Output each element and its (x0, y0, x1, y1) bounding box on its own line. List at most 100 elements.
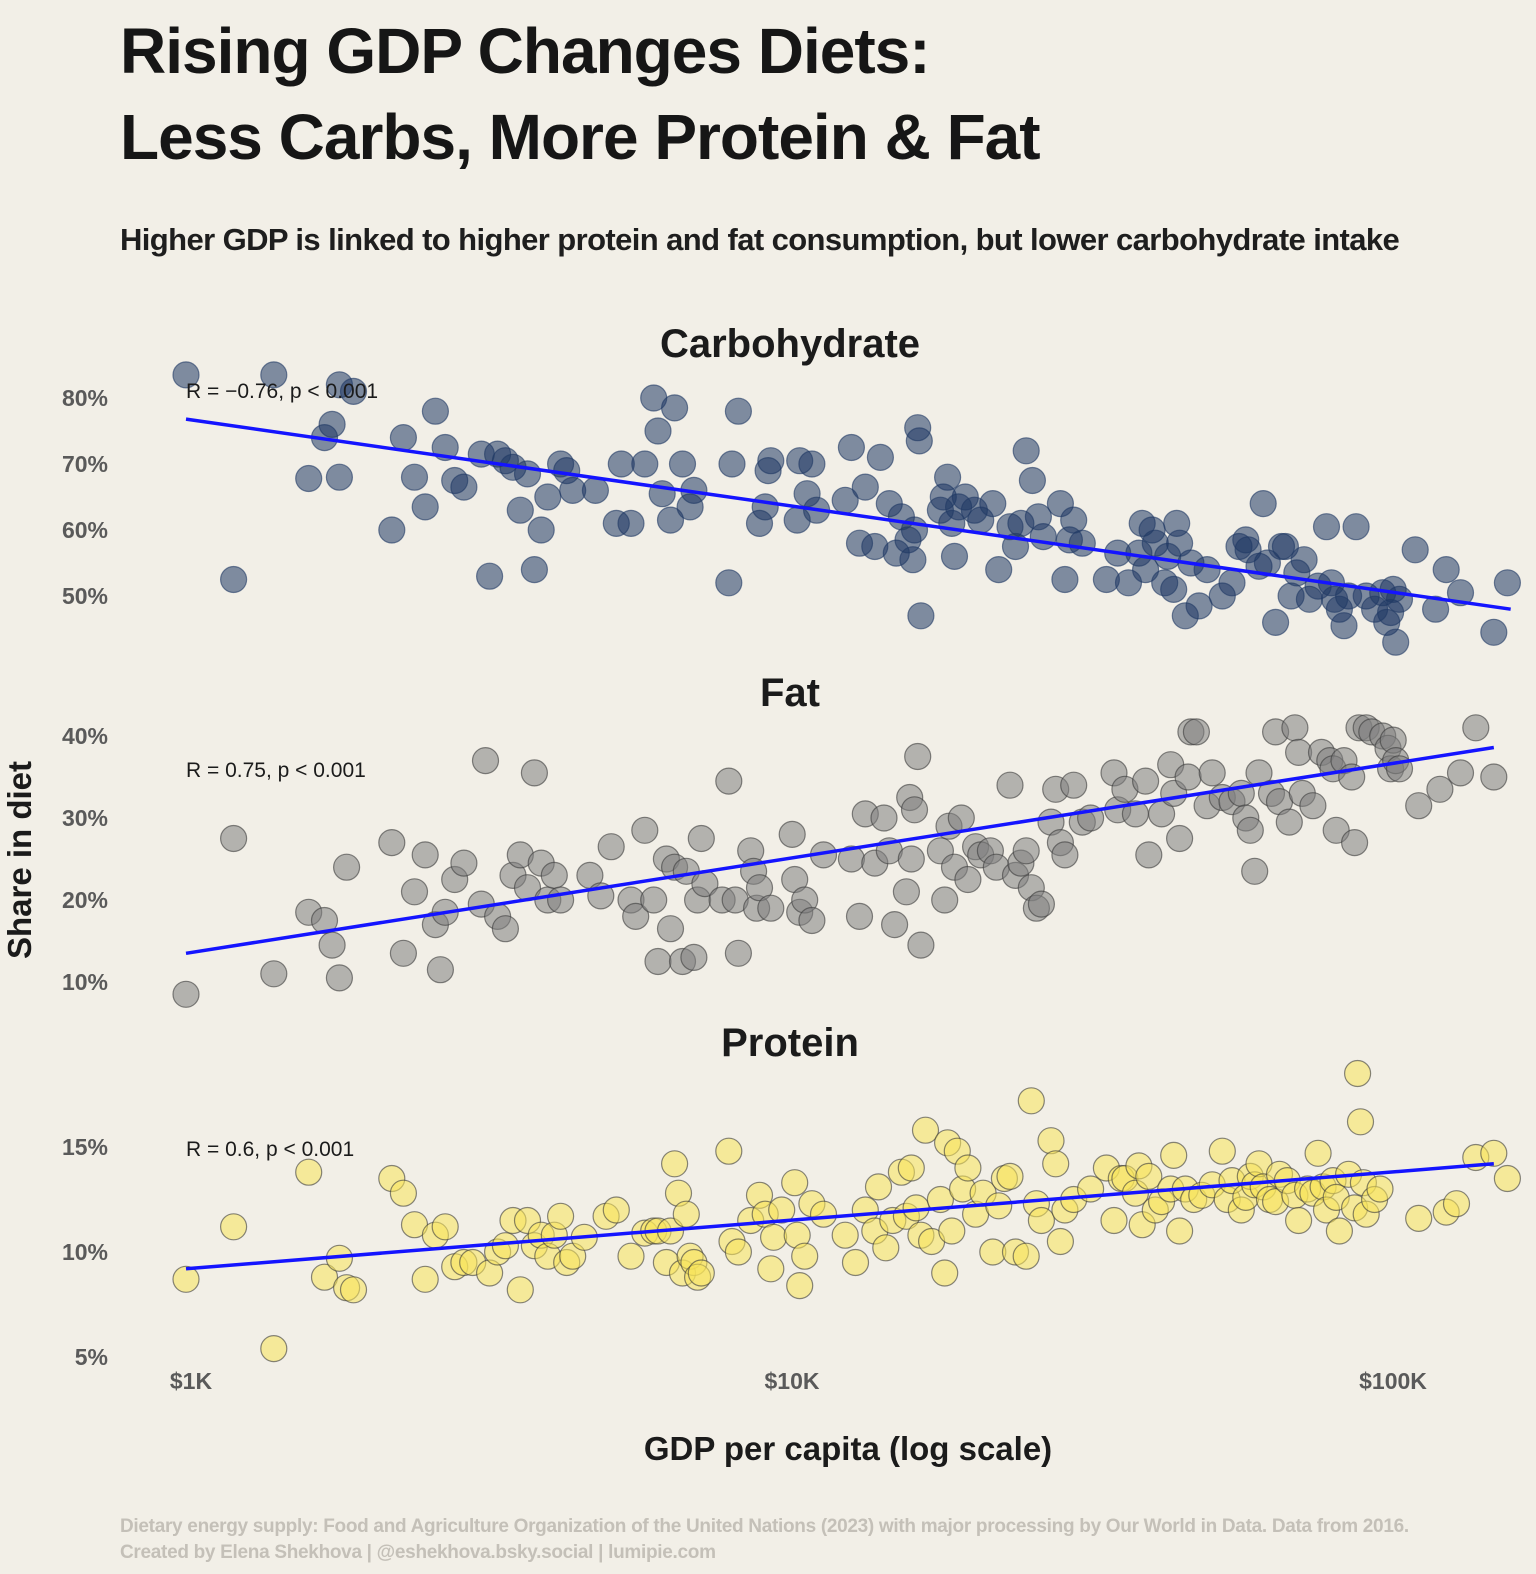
data-point-carbohydrate (1051, 565, 1079, 594)
data-point-protein (757, 1255, 785, 1283)
data-point-fat (1060, 771, 1088, 799)
annotation-protein: R = 0.6, p < 0.001 (186, 1138, 354, 1161)
data-point-carbohydrate (1060, 506, 1088, 534)
data-point-protein (1405, 1204, 1433, 1233)
data-point-fat (1426, 775, 1454, 803)
data-point-fat (1241, 857, 1269, 885)
data-point-carbohydrate (1401, 536, 1429, 564)
y-tick-label: 15% (62, 1134, 108, 1160)
y-tick-label: 10% (62, 1239, 108, 1265)
data-point-carbohydrate (1193, 555, 1221, 584)
data-point-carbohydrate (1029, 522, 1057, 551)
data-point-carbohydrate (378, 516, 406, 544)
data-point-protein (1343, 1059, 1372, 1088)
data-point-protein (295, 1158, 323, 1186)
data-point-protein (911, 1116, 940, 1144)
data-point-protein (954, 1154, 982, 1182)
data-point-fat (644, 947, 672, 976)
data-point-fat (1165, 824, 1194, 853)
y-tick-label: 5% (75, 1344, 108, 1370)
chart-title-line2: Less Carbs, More Protein & Fat (120, 101, 1041, 173)
data-point-protein (491, 1232, 519, 1260)
y-tick-label: 20% (62, 887, 108, 913)
data-point-carbohydrate (631, 450, 659, 478)
footer-credit: Created by Elena Shekhova | @eshekhova.b… (120, 1542, 716, 1563)
data-point-carbohydrate (1432, 555, 1460, 584)
data-point-carbohydrate (1218, 569, 1246, 597)
panel-title-protein: Protein (721, 1021, 859, 1065)
data-point-fat (778, 820, 806, 849)
data-point-protein (996, 1162, 1024, 1191)
data-point-fat (1299, 792, 1327, 820)
data-point-protein (310, 1263, 339, 1291)
data-point-carbohydrate (1068, 529, 1096, 557)
data-point-fat (1027, 890, 1056, 918)
data-point-fat (1131, 767, 1160, 795)
data-point-fat (1236, 816, 1264, 844)
data-point-protein (339, 1276, 368, 1304)
data-point-protein (546, 1202, 575, 1230)
data-point-protein (781, 1169, 809, 1197)
data-point-fat (1281, 714, 1309, 742)
y-tick-label: 80% (62, 385, 108, 411)
footer-source: Dietary energy supply: Food and Agricult… (120, 1516, 1409, 1537)
data-point-fat (318, 931, 346, 959)
data-point-protein (938, 1217, 966, 1245)
data-point-fat (378, 828, 406, 857)
chart-subtitle: Higher GDP is linked to higher protein a… (120, 222, 1400, 257)
data-point-protein (389, 1179, 417, 1207)
data-point-protein (786, 1271, 814, 1300)
data-point-carbohydrate (559, 476, 587, 504)
data-point-protein (1017, 1087, 1045, 1115)
data-point-fat (260, 960, 288, 988)
data-point-protein (715, 1137, 743, 1165)
trend-line-fat (185, 745, 1495, 956)
data-point-fat (1284, 738, 1313, 767)
data-point-fat (907, 931, 935, 959)
data-point-fat (1135, 841, 1163, 869)
data-point-fat (1340, 828, 1369, 857)
data-point-fat (1480, 763, 1508, 791)
data-point-carbohydrate (940, 542, 969, 571)
data-point-protein (759, 1223, 788, 1251)
data-point-carbohydrate (513, 460, 542, 488)
data-point-carbohydrate (325, 463, 353, 491)
data-point-protein (1160, 1141, 1188, 1170)
data-point-protein (1165, 1217, 1194, 1245)
data-point-carbohydrate (520, 555, 549, 584)
data-point-carbohydrate (724, 397, 753, 425)
data-point-carbohydrate (866, 443, 895, 471)
data-point-fat (622, 902, 650, 931)
data-point-carbohydrate (172, 361, 200, 389)
data-point-fat (656, 915, 685, 943)
data-point-protein (897, 1154, 925, 1182)
y-tick-label: 40% (62, 723, 108, 749)
data-point-fat (411, 841, 439, 869)
data-point-protein (1135, 1162, 1163, 1191)
chart-title: Rising GDP Changes Diets: Less Carbs, Mo… (120, 8, 1520, 180)
panel-title-carbohydrate: Carbohydrate (660, 322, 920, 366)
data-point-fat (491, 915, 519, 943)
y-tick-label: 10% (62, 969, 108, 995)
data-point-fat (892, 878, 921, 906)
annotation-carbohydrate: R = −0.76, p < 0.001 (186, 380, 378, 403)
data-point-carbohydrate (933, 463, 962, 491)
data-point-carbohydrate (1421, 595, 1450, 623)
data-point-carbohydrate (1160, 575, 1188, 604)
data-point-fat (520, 759, 549, 787)
data-point-protein (768, 1196, 796, 1224)
panel-title-fat: Fat (760, 671, 820, 715)
x-tick-label: $10K (765, 1368, 820, 1394)
data-point-fat (426, 956, 454, 984)
data-point-carbohydrate (339, 377, 368, 405)
data-point-fat (897, 845, 925, 873)
data-point-protein (672, 1200, 700, 1228)
data-point-protein (864, 1173, 893, 1201)
data-point-protein (1442, 1190, 1471, 1218)
data-point-carbohydrate (220, 565, 248, 594)
data-point-carbohydrate (715, 569, 743, 597)
data-point-protein (602, 1196, 630, 1224)
data-point-carbohydrate (295, 464, 323, 493)
data-point-carbohydrate (450, 473, 478, 501)
data-point-carbohydrate (581, 476, 610, 504)
